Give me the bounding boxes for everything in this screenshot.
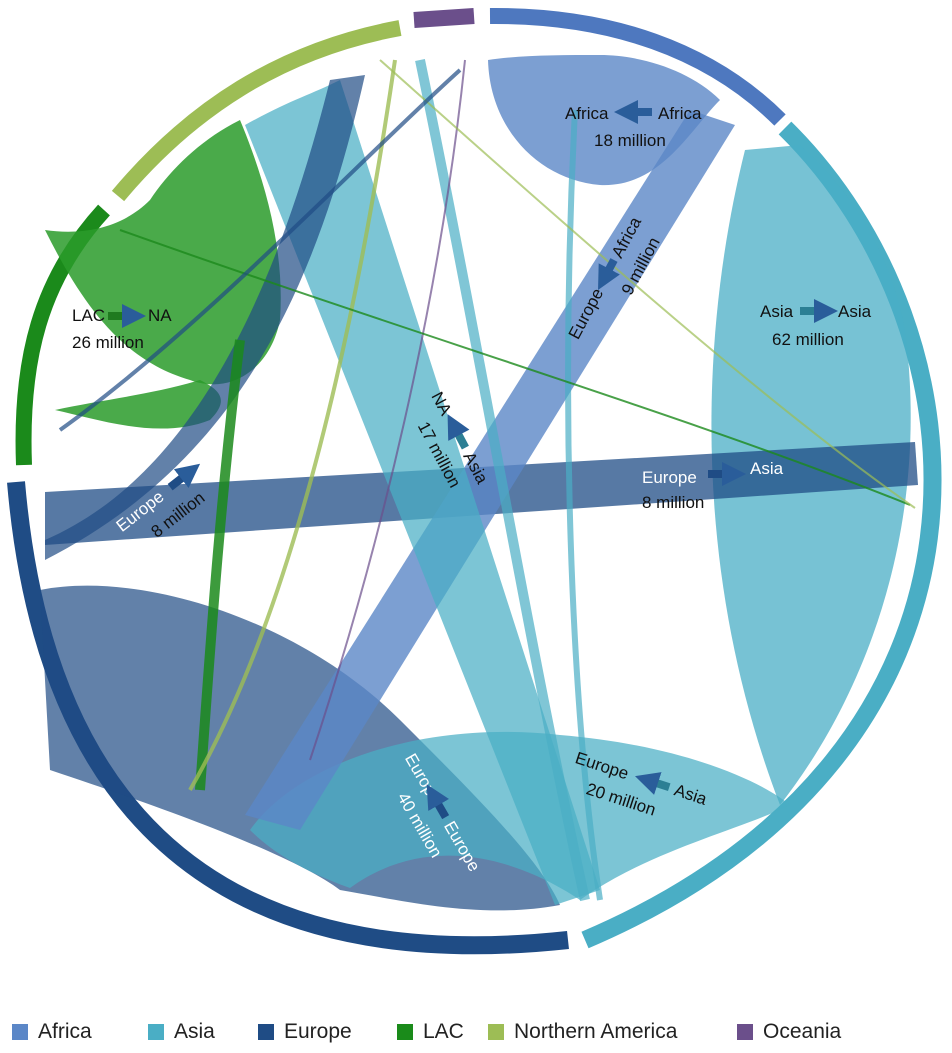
- chord-diagram-svg: Africa Africa 18 million Europe Africa 9…: [7, 7, 942, 955]
- legend-label: Oceania: [763, 1020, 842, 1043]
- strand-na-asia: [379, 59, 916, 509]
- legend-swatch-asia: [148, 1024, 164, 1040]
- strand-lac-asia: [119, 229, 911, 506]
- ribbon-asia-na: [245, 80, 600, 905]
- arrow-left-icon: [447, 414, 470, 450]
- flow-from: Asia: [760, 302, 794, 321]
- flow-to: NA: [193, 443, 224, 473]
- legend-label: Northern America: [514, 1020, 678, 1043]
- ribbon-africa-africa: [488, 55, 720, 186]
- arrow-left-icon: [598, 258, 620, 291]
- legend-item-lac: LAC: [397, 1018, 464, 1046]
- label-lac-na: LAC NA 26 million: [72, 304, 172, 352]
- legend: Africa Asia Europe LAC Northern America …: [0, 1018, 952, 1048]
- flow-to: Asia: [838, 302, 872, 321]
- strand-oceania: [309, 59, 466, 761]
- legend-item-europe: Europe: [258, 1018, 352, 1046]
- flow-value: 26 million: [72, 333, 144, 352]
- flow-value: 62 million: [772, 330, 844, 349]
- legend-item-africa: Africa: [12, 1018, 92, 1046]
- legend-item-asia: Asia: [148, 1018, 215, 1046]
- strand-asia-2: [565, 109, 603, 901]
- legend-swatch-lac: [397, 1024, 413, 1040]
- ribbon-europe-na: [45, 75, 365, 560]
- flow-value: 8 million: [642, 493, 704, 512]
- ribbon-lac-na: [45, 120, 281, 385]
- legend-label: LAC: [423, 1020, 464, 1043]
- legend-swatch-europe: [258, 1024, 274, 1040]
- arrow-right-icon: [167, 463, 201, 491]
- legend-swatch-northern-america: [488, 1024, 504, 1040]
- arc-northern-america: [111, 20, 402, 202]
- legend-label: Africa: [38, 1020, 92, 1043]
- flow-to: NA: [148, 306, 172, 325]
- flow-to: Africa: [565, 104, 609, 123]
- legend-swatch-oceania: [737, 1024, 753, 1040]
- strand-na: [188, 59, 397, 792]
- flow-from: Europe: [642, 468, 697, 487]
- legend-label: Europe: [284, 1020, 352, 1043]
- strand-asia: [415, 58, 590, 902]
- strand-lac: [195, 339, 245, 791]
- arc-oceania: [413, 8, 475, 28]
- label-asia-asia: Asia Asia 62 million: [760, 299, 872, 349]
- ribbon-lac-lower: [55, 380, 221, 429]
- legend-item-northern-america: Northern America: [488, 1018, 677, 1046]
- flow-from: LAC: [72, 306, 105, 325]
- legend-item-oceania: Oceania: [737, 1018, 841, 1046]
- flow-value: 18 million: [594, 131, 666, 150]
- label-africa-africa: Africa Africa 18 million: [565, 100, 702, 150]
- arrow-left-icon: [634, 772, 671, 795]
- flow-to: Asia: [750, 459, 784, 478]
- arrow-left-icon: [426, 784, 450, 820]
- label-europe-asia: Europe Asia 8 million: [642, 459, 784, 512]
- strand-europe-oceania: [58, 68, 462, 432]
- flow-from: Africa: [658, 104, 702, 123]
- legend-label: Asia: [174, 1020, 215, 1043]
- legend-swatch-africa: [12, 1024, 28, 1040]
- arc-africa: [489, 7, 786, 126]
